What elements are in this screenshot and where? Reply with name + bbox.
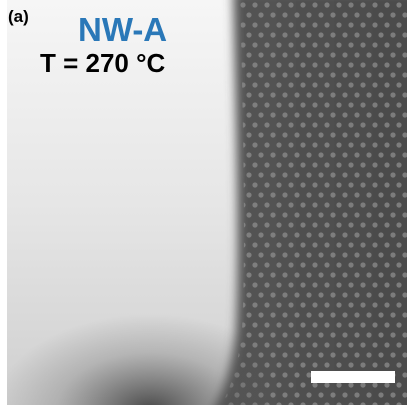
panel-label: (a): [8, 7, 29, 26]
sample-label: NW-A: [78, 11, 167, 48]
scale-bar: [311, 371, 395, 383]
temperature-label: T = 270 °C: [40, 48, 166, 78]
micrograph-panel: (a) NW-A T = 270 °C: [0, 0, 413, 409]
